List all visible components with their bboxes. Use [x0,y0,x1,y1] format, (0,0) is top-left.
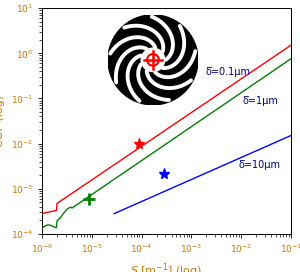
Circle shape [108,15,198,105]
Text: δ̅=0.1μm: δ̅=0.1μm [205,67,250,77]
Circle shape [141,48,165,72]
X-axis label: $S$ [m$^{-1}$] (log): $S$ [m$^{-1}$] (log) [130,261,202,272]
Text: δ̅=1μm: δ̅=1μm [242,96,278,106]
Text: δ̅=10μm: δ̅=10μm [239,160,281,170]
Y-axis label: COF (log): COF (log) [0,95,5,147]
